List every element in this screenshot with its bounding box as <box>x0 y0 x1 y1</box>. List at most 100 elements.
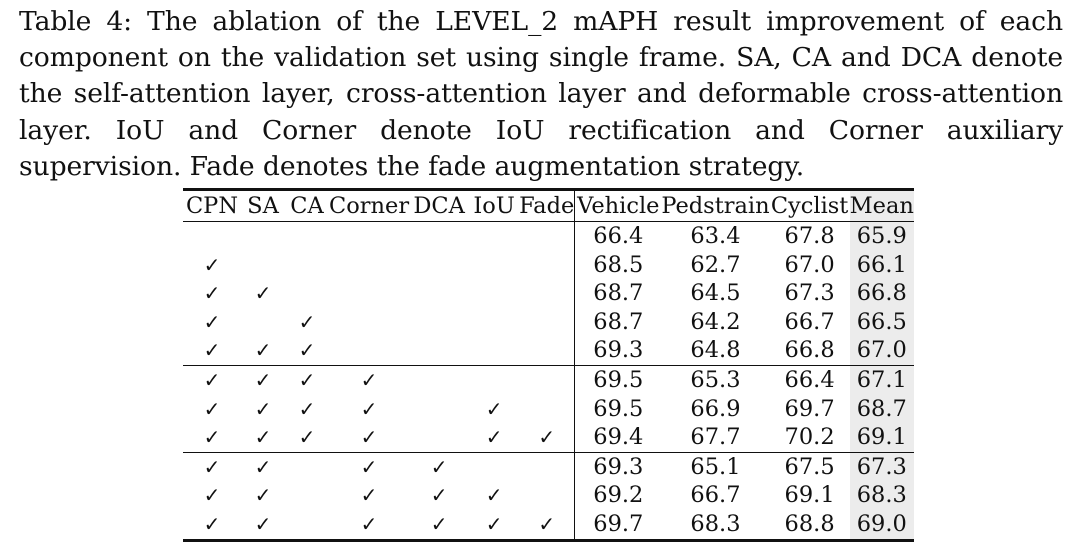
cell-cpn: ✓ <box>183 510 241 540</box>
check-icon: ✓ <box>485 511 503 536</box>
cell-ca <box>285 222 329 251</box>
cell-dca <box>409 395 469 424</box>
check-icon: ✓ <box>203 281 221 306</box>
check-icon: ✓ <box>203 309 221 334</box>
header-corner: Corner <box>329 189 410 222</box>
cell-cyclist: 67.0 <box>784 251 835 278</box>
check-icon: ✓ <box>360 367 378 392</box>
cell-mean: 67.1 <box>849 364 914 395</box>
header-cyclist: Cyclist <box>769 189 850 222</box>
table-row: ✓ ✓ ✓ ✓ ✓ ✓ 69.4 67.7 70.2 69.1 <box>183 423 914 453</box>
cell-sa: ✓ <box>241 364 285 395</box>
check-icon: ✓ <box>430 454 448 479</box>
cell-cyclist: 69.7 <box>784 395 835 422</box>
cell-dca <box>409 423 469 452</box>
cell-dca <box>409 222 469 251</box>
cell-mean: 66.5 <box>849 307 914 337</box>
cell-iou <box>469 308 519 337</box>
check-icon: ✓ <box>360 425 378 450</box>
cell-iou <box>469 451 520 482</box>
cell-iou <box>469 364 520 395</box>
cell-cyclist: 67.3 <box>784 280 835 307</box>
check-icon: ✓ <box>203 396 221 421</box>
cell-iou <box>469 336 519 365</box>
cell-mean: 65.9 <box>849 221 914 251</box>
cell-mean: 67.0 <box>849 336 914 366</box>
cell-pedstrain: 62.7 <box>690 251 741 278</box>
check-icon: ✓ <box>203 483 221 508</box>
table-row: ✓ ✓ ✓ ✓ ✓ ✓ 69.7 68.3 68.8 69.0 <box>183 509 914 541</box>
check-icon: ✓ <box>298 367 316 392</box>
check-icon: ✓ <box>203 511 221 536</box>
cell-corner: ✓ <box>329 481 409 510</box>
check-icon: ✓ <box>203 454 221 479</box>
cell-corner <box>329 308 409 337</box>
cell-sa: ✓ <box>241 395 285 424</box>
table-row: ✓ ✓ ✓ 69.3 64.8 66.8 67.0 <box>183 336 914 366</box>
cell-fade <box>519 307 576 337</box>
cell-sa: ✓ <box>241 481 285 510</box>
cell-vehicle: 68.7 <box>593 308 644 335</box>
cell-fade <box>519 481 576 510</box>
cell-cpn: ✓ <box>183 451 241 482</box>
check-icon: ✓ <box>360 483 378 508</box>
cell-vehicle: 69.2 <box>593 482 644 509</box>
check-icon: ✓ <box>485 425 503 450</box>
cell-cpn: ✓ <box>183 279 241 308</box>
cell-corner: ✓ <box>329 510 409 540</box>
cell-fade <box>519 394 576 424</box>
table-row: ✓ ✓ ✓ ✓ ✓ 69.5 66.9 69.7 68.7 <box>183 394 914 424</box>
cell-sa: ✓ <box>241 423 285 452</box>
cell-cpn: ✓ <box>183 423 241 452</box>
cell-mean: 69.0 <box>849 509 914 541</box>
check-icon: ✓ <box>430 511 448 536</box>
check-icon: ✓ <box>538 511 556 536</box>
check-icon: ✓ <box>203 338 221 363</box>
cell-vehicle: 69.3 <box>593 337 644 364</box>
check-icon: ✓ <box>203 367 221 392</box>
cell-pedstrain: 66.7 <box>690 482 741 509</box>
cell-corner <box>329 279 409 308</box>
header-ca: CA <box>285 189 329 222</box>
cell-pedstrain: 67.7 <box>690 424 741 451</box>
check-icon: ✓ <box>254 367 272 392</box>
cell-dca <box>409 336 469 365</box>
check-icon: ✓ <box>298 309 316 334</box>
cell-sa: ✓ <box>241 336 285 365</box>
check-icon: ✓ <box>254 425 272 450</box>
cell-vehicle: 69.5 <box>593 395 644 422</box>
cell-vehicle: 69.3 <box>574 451 662 482</box>
cell-fade <box>519 250 576 280</box>
cell-ca: ✓ <box>285 364 329 395</box>
cell-mean: 69.1 <box>849 423 914 453</box>
table-row: ✓ ✓ 68.7 64.2 66.7 66.5 <box>183 307 914 337</box>
cell-mean: 68.7 <box>849 394 914 424</box>
cell-fade <box>519 221 576 251</box>
cell-pedstrain: 66.9 <box>690 395 741 422</box>
cell-fade <box>519 336 576 366</box>
cell-ca <box>285 279 329 308</box>
cell-fade: ✓ <box>519 423 576 453</box>
cell-pedstrain: 64.5 <box>690 280 741 307</box>
cell-fade <box>519 364 576 395</box>
cell-mean: 66.8 <box>849 279 914 308</box>
cell-corner: ✓ <box>329 423 409 452</box>
table-row: ✓ 68.5 62.7 67.0 66.1 <box>183 250 914 280</box>
cell-mean: 67.3 <box>849 451 914 482</box>
cell-vehicle: 69.5 <box>574 364 662 395</box>
cell-dca <box>409 251 469 280</box>
check-icon: ✓ <box>254 511 272 536</box>
cell-ca <box>285 510 329 540</box>
cell-corner <box>329 336 409 365</box>
check-icon: ✓ <box>430 483 448 508</box>
check-icon: ✓ <box>298 425 316 450</box>
cell-iou: ✓ <box>469 481 519 510</box>
check-icon: ✓ <box>254 338 272 363</box>
cell-pedstrain: 63.4 <box>690 223 741 249</box>
cell-corner: ✓ <box>329 395 409 424</box>
check-icon: ✓ <box>254 483 272 508</box>
cell-dca <box>409 308 469 337</box>
check-icon: ✓ <box>485 396 503 421</box>
cell-vehicle: 69.7 <box>593 510 644 537</box>
cell-cyclist: 69.1 <box>784 482 835 509</box>
